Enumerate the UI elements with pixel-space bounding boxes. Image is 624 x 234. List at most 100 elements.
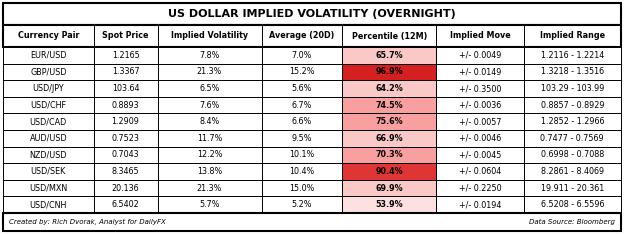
Bar xyxy=(342,146,436,163)
Text: 9.5%: 9.5% xyxy=(291,134,312,143)
Text: +/- 0.0045: +/- 0.0045 xyxy=(459,150,501,159)
Bar xyxy=(342,97,436,113)
Text: AUD/USD: AUD/USD xyxy=(29,134,67,143)
Bar xyxy=(342,64,436,80)
Text: US DOLLAR IMPLIED VOLATILITY (OVERNIGHT): US DOLLAR IMPLIED VOLATILITY (OVERNIGHT) xyxy=(168,9,456,19)
Text: 6.7%: 6.7% xyxy=(292,101,312,110)
Text: 0.7523: 0.7523 xyxy=(112,134,140,143)
Bar xyxy=(3,47,621,64)
Text: Currency Pair: Currency Pair xyxy=(17,32,79,40)
Text: 1.2116 - 1.2214: 1.2116 - 1.2214 xyxy=(540,51,604,60)
Text: 8.3465: 8.3465 xyxy=(112,167,139,176)
Text: 70.3%: 70.3% xyxy=(376,150,403,159)
Text: 0.8893: 0.8893 xyxy=(112,101,139,110)
Text: USD/CAD: USD/CAD xyxy=(30,117,67,126)
Text: 96.9%: 96.9% xyxy=(376,67,403,76)
Bar xyxy=(342,113,436,130)
Text: 75.6%: 75.6% xyxy=(376,117,403,126)
Text: 69.9%: 69.9% xyxy=(376,184,403,193)
Text: 0.7043: 0.7043 xyxy=(112,150,139,159)
Text: 5.2%: 5.2% xyxy=(291,200,312,209)
Bar xyxy=(342,80,436,97)
Text: 1.2165: 1.2165 xyxy=(112,51,140,60)
Bar xyxy=(3,146,621,163)
Text: Implied Move: Implied Move xyxy=(449,32,510,40)
Bar xyxy=(342,196,436,213)
Text: 64.2%: 64.2% xyxy=(376,84,403,93)
Text: +/- 0.0057: +/- 0.0057 xyxy=(459,117,501,126)
Bar xyxy=(3,213,621,231)
Text: 90.4%: 90.4% xyxy=(376,167,403,176)
Text: Created by: Rich Dvorak, Analyst for DailyFX: Created by: Rich Dvorak, Analyst for Dai… xyxy=(9,219,166,225)
Bar xyxy=(342,163,436,180)
Text: 5.7%: 5.7% xyxy=(199,200,220,209)
Text: Spot Price: Spot Price xyxy=(102,32,149,40)
Text: 0.7477 - 0.7569: 0.7477 - 0.7569 xyxy=(540,134,604,143)
Text: 0.8857 - 0.8929: 0.8857 - 0.8929 xyxy=(540,101,604,110)
Text: 1.2852 - 1.2966: 1.2852 - 1.2966 xyxy=(540,117,604,126)
Text: 7.8%: 7.8% xyxy=(200,51,220,60)
Text: 6.5%: 6.5% xyxy=(200,84,220,93)
Text: +/- 0.0046: +/- 0.0046 xyxy=(459,134,501,143)
Text: USD/CHF: USD/CHF xyxy=(31,101,66,110)
Text: +/- 0.2250: +/- 0.2250 xyxy=(459,184,501,193)
Text: Implied Volatility: Implied Volatility xyxy=(171,32,248,40)
Text: 20.136: 20.136 xyxy=(112,184,139,193)
Text: 10.4%: 10.4% xyxy=(290,167,314,176)
Bar xyxy=(3,130,621,146)
Text: 19.911 - 20.361: 19.911 - 20.361 xyxy=(540,184,604,193)
Text: 8.2861 - 8.4069: 8.2861 - 8.4069 xyxy=(541,167,604,176)
Text: +/- 0.0049: +/- 0.0049 xyxy=(459,51,501,60)
Bar xyxy=(3,80,621,97)
Text: 0.6998 - 0.7088: 0.6998 - 0.7088 xyxy=(540,150,604,159)
Text: 15.2%: 15.2% xyxy=(289,67,314,76)
Text: 15.0%: 15.0% xyxy=(290,184,314,193)
Text: 1.3367: 1.3367 xyxy=(112,67,139,76)
Bar xyxy=(3,113,621,130)
Text: +/- 0.3500: +/- 0.3500 xyxy=(459,84,501,93)
Text: +/- 0.0604: +/- 0.0604 xyxy=(459,167,501,176)
Text: 74.5%: 74.5% xyxy=(376,101,403,110)
Text: 6.6%: 6.6% xyxy=(292,117,312,126)
Text: Data Source: Bloomberg: Data Source: Bloomberg xyxy=(529,219,615,225)
Text: 1.3218 - 1.3516: 1.3218 - 1.3516 xyxy=(541,67,604,76)
Text: 65.7%: 65.7% xyxy=(376,51,403,60)
Bar xyxy=(3,97,621,113)
Text: 13.8%: 13.8% xyxy=(197,167,222,176)
Text: USD/JPY: USD/JPY xyxy=(32,84,64,93)
Text: 21.3%: 21.3% xyxy=(197,184,222,193)
Text: 7.6%: 7.6% xyxy=(200,101,220,110)
Text: 5.6%: 5.6% xyxy=(292,84,312,93)
Text: 12.2%: 12.2% xyxy=(197,150,222,159)
Text: +/- 0.0036: +/- 0.0036 xyxy=(459,101,501,110)
Bar xyxy=(342,180,436,196)
Bar xyxy=(3,3,621,25)
Text: 6.5208 - 6.5596: 6.5208 - 6.5596 xyxy=(540,200,604,209)
Text: 6.5402: 6.5402 xyxy=(112,200,140,209)
Text: +/- 0.0149: +/- 0.0149 xyxy=(459,67,501,76)
Text: Average (20D): Average (20D) xyxy=(269,32,334,40)
Bar xyxy=(3,163,621,180)
Text: 21.3%: 21.3% xyxy=(197,67,222,76)
Text: 103.64: 103.64 xyxy=(112,84,139,93)
Text: 7.0%: 7.0% xyxy=(292,51,312,60)
Text: +/- 0.0194: +/- 0.0194 xyxy=(459,200,501,209)
Text: 8.4%: 8.4% xyxy=(200,117,220,126)
Text: GBP/USD: GBP/USD xyxy=(30,67,67,76)
Bar xyxy=(3,180,621,196)
Text: EUR/USD: EUR/USD xyxy=(30,51,67,60)
Text: 1.2909: 1.2909 xyxy=(112,117,140,126)
Bar xyxy=(3,25,621,47)
Text: USD/MXN: USD/MXN xyxy=(29,184,67,193)
Bar xyxy=(3,196,621,213)
Bar xyxy=(342,130,436,146)
Bar xyxy=(3,64,621,80)
Text: USD/SEK: USD/SEK xyxy=(31,167,66,176)
Text: Percentile (12M): Percentile (12M) xyxy=(351,32,427,40)
Text: 10.1%: 10.1% xyxy=(290,150,314,159)
Bar xyxy=(342,47,436,64)
Text: Implied Range: Implied Range xyxy=(540,32,605,40)
Text: 11.7%: 11.7% xyxy=(197,134,222,143)
Text: 53.9%: 53.9% xyxy=(376,200,403,209)
Text: USD/CNH: USD/CNH xyxy=(30,200,67,209)
